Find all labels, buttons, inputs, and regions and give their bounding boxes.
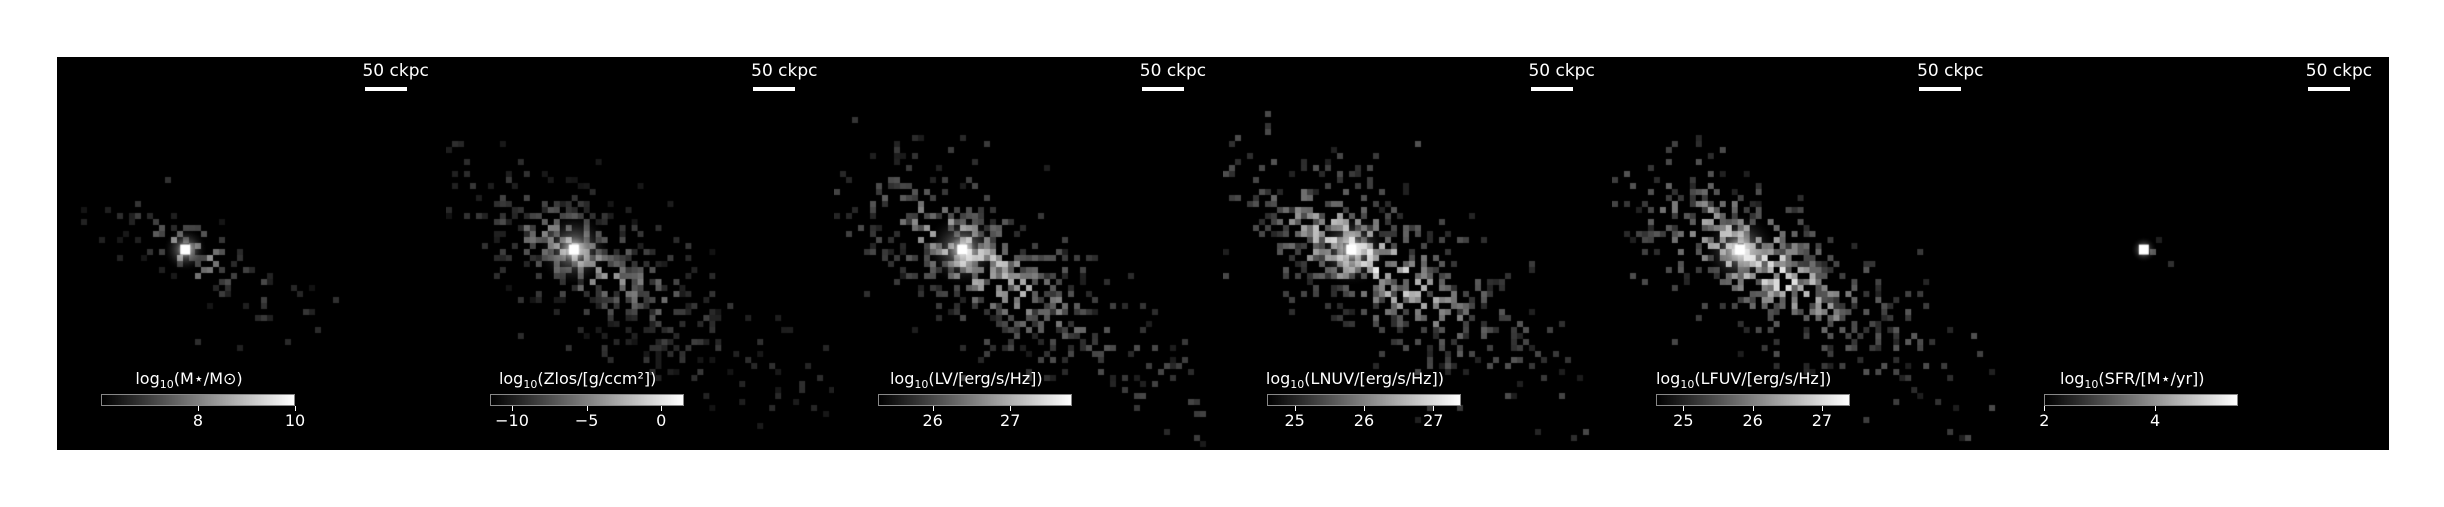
colorbar-tick-label: 27 <box>1413 411 1453 430</box>
scale-bar-label: 50 ckpc <box>1914 61 1986 81</box>
scale-bar <box>1919 87 1961 91</box>
colorbar-tick-label: 27 <box>1802 411 1842 430</box>
colorbar <box>1656 394 1850 406</box>
colorbar-title: log10(M⋆/M⊙) <box>77 369 301 391</box>
map-panel-sfr: 50 ckpc log10(SFR/[M⋆/yr]) 2 4 <box>2000 57 2389 450</box>
colorbar-tick-label: 0 <box>641 411 681 430</box>
colorbar <box>878 394 1072 406</box>
map-panel-stellar-mass: 50 ckpc log10(M⋆/M⊙) 8 10 <box>57 57 446 450</box>
colorbar-title: log10(Zlos/[g/ccm²]) <box>466 369 690 391</box>
map-panel-nuv: 50 ckpc log10(LNUV/[erg/s/Hz]) 25 26 27 <box>1223 57 1612 450</box>
galaxy-map-strip: 50 ckpc log10(M⋆/M⊙) 8 10 50 ckpc log10(Zlos/… <box>57 57 2389 450</box>
scale-bar <box>1531 87 1573 91</box>
colorbar-title: log10(LV/[erg/s/Hz]) <box>854 369 1078 391</box>
scale-bar-label: 50 ckpc <box>748 61 820 81</box>
colorbar-title: log10(SFR/[M⋆/yr]) <box>2020 369 2244 391</box>
colorbar-tick-label: −5 <box>567 411 607 430</box>
colorbar-tick-label: 26 <box>1733 411 1773 430</box>
colorbar-tick-label: 4 <box>2135 411 2175 430</box>
colorbar-tick-label: 10 <box>275 411 315 430</box>
colorbar <box>2044 394 2238 406</box>
scale-bar <box>2308 87 2350 91</box>
colorbar-tick-label: 8 <box>178 411 218 430</box>
colorbar-tick-label: 2 <box>2024 411 2064 430</box>
scale-bar-label: 50 ckpc <box>1137 61 1209 81</box>
colorbar <box>101 394 295 406</box>
scale-bar-label: 50 ckpc <box>2303 61 2375 81</box>
scale-bar <box>753 87 795 91</box>
colorbar-tick-label: 25 <box>1275 411 1315 430</box>
colorbar-tick-label: 25 <box>1663 411 1703 430</box>
colorbar-title: log10(LNUV/[erg/s/Hz]) <box>1243 369 1467 391</box>
map-panel-fuv: 50 ckpc log10(LFUV/[erg/s/Hz]) 25 26 27 <box>1612 57 2001 450</box>
colorbar-tick-label: 26 <box>913 411 953 430</box>
colorbar-tick-label: −10 <box>492 411 532 430</box>
scale-bar <box>365 87 407 91</box>
map-panel-metallicity: 50 ckpc log10(Zlos/[g/ccm²]) −10 −5 0 <box>446 57 835 450</box>
colorbar <box>1267 394 1461 406</box>
scale-bar <box>1142 87 1184 91</box>
scale-bar-label: 50 ckpc <box>360 61 432 81</box>
colorbar-tick-label: 27 <box>990 411 1030 430</box>
map-panel-v-band: 50 ckpc log10(LV/[erg/s/Hz]) 26 27 <box>834 57 1223 450</box>
colorbar-tick-label: 26 <box>1344 411 1384 430</box>
colorbar <box>490 394 684 406</box>
scale-bar-label: 50 ckpc <box>1526 61 1598 81</box>
colorbar-title: log10(LFUV/[erg/s/Hz]) <box>1632 369 1856 391</box>
